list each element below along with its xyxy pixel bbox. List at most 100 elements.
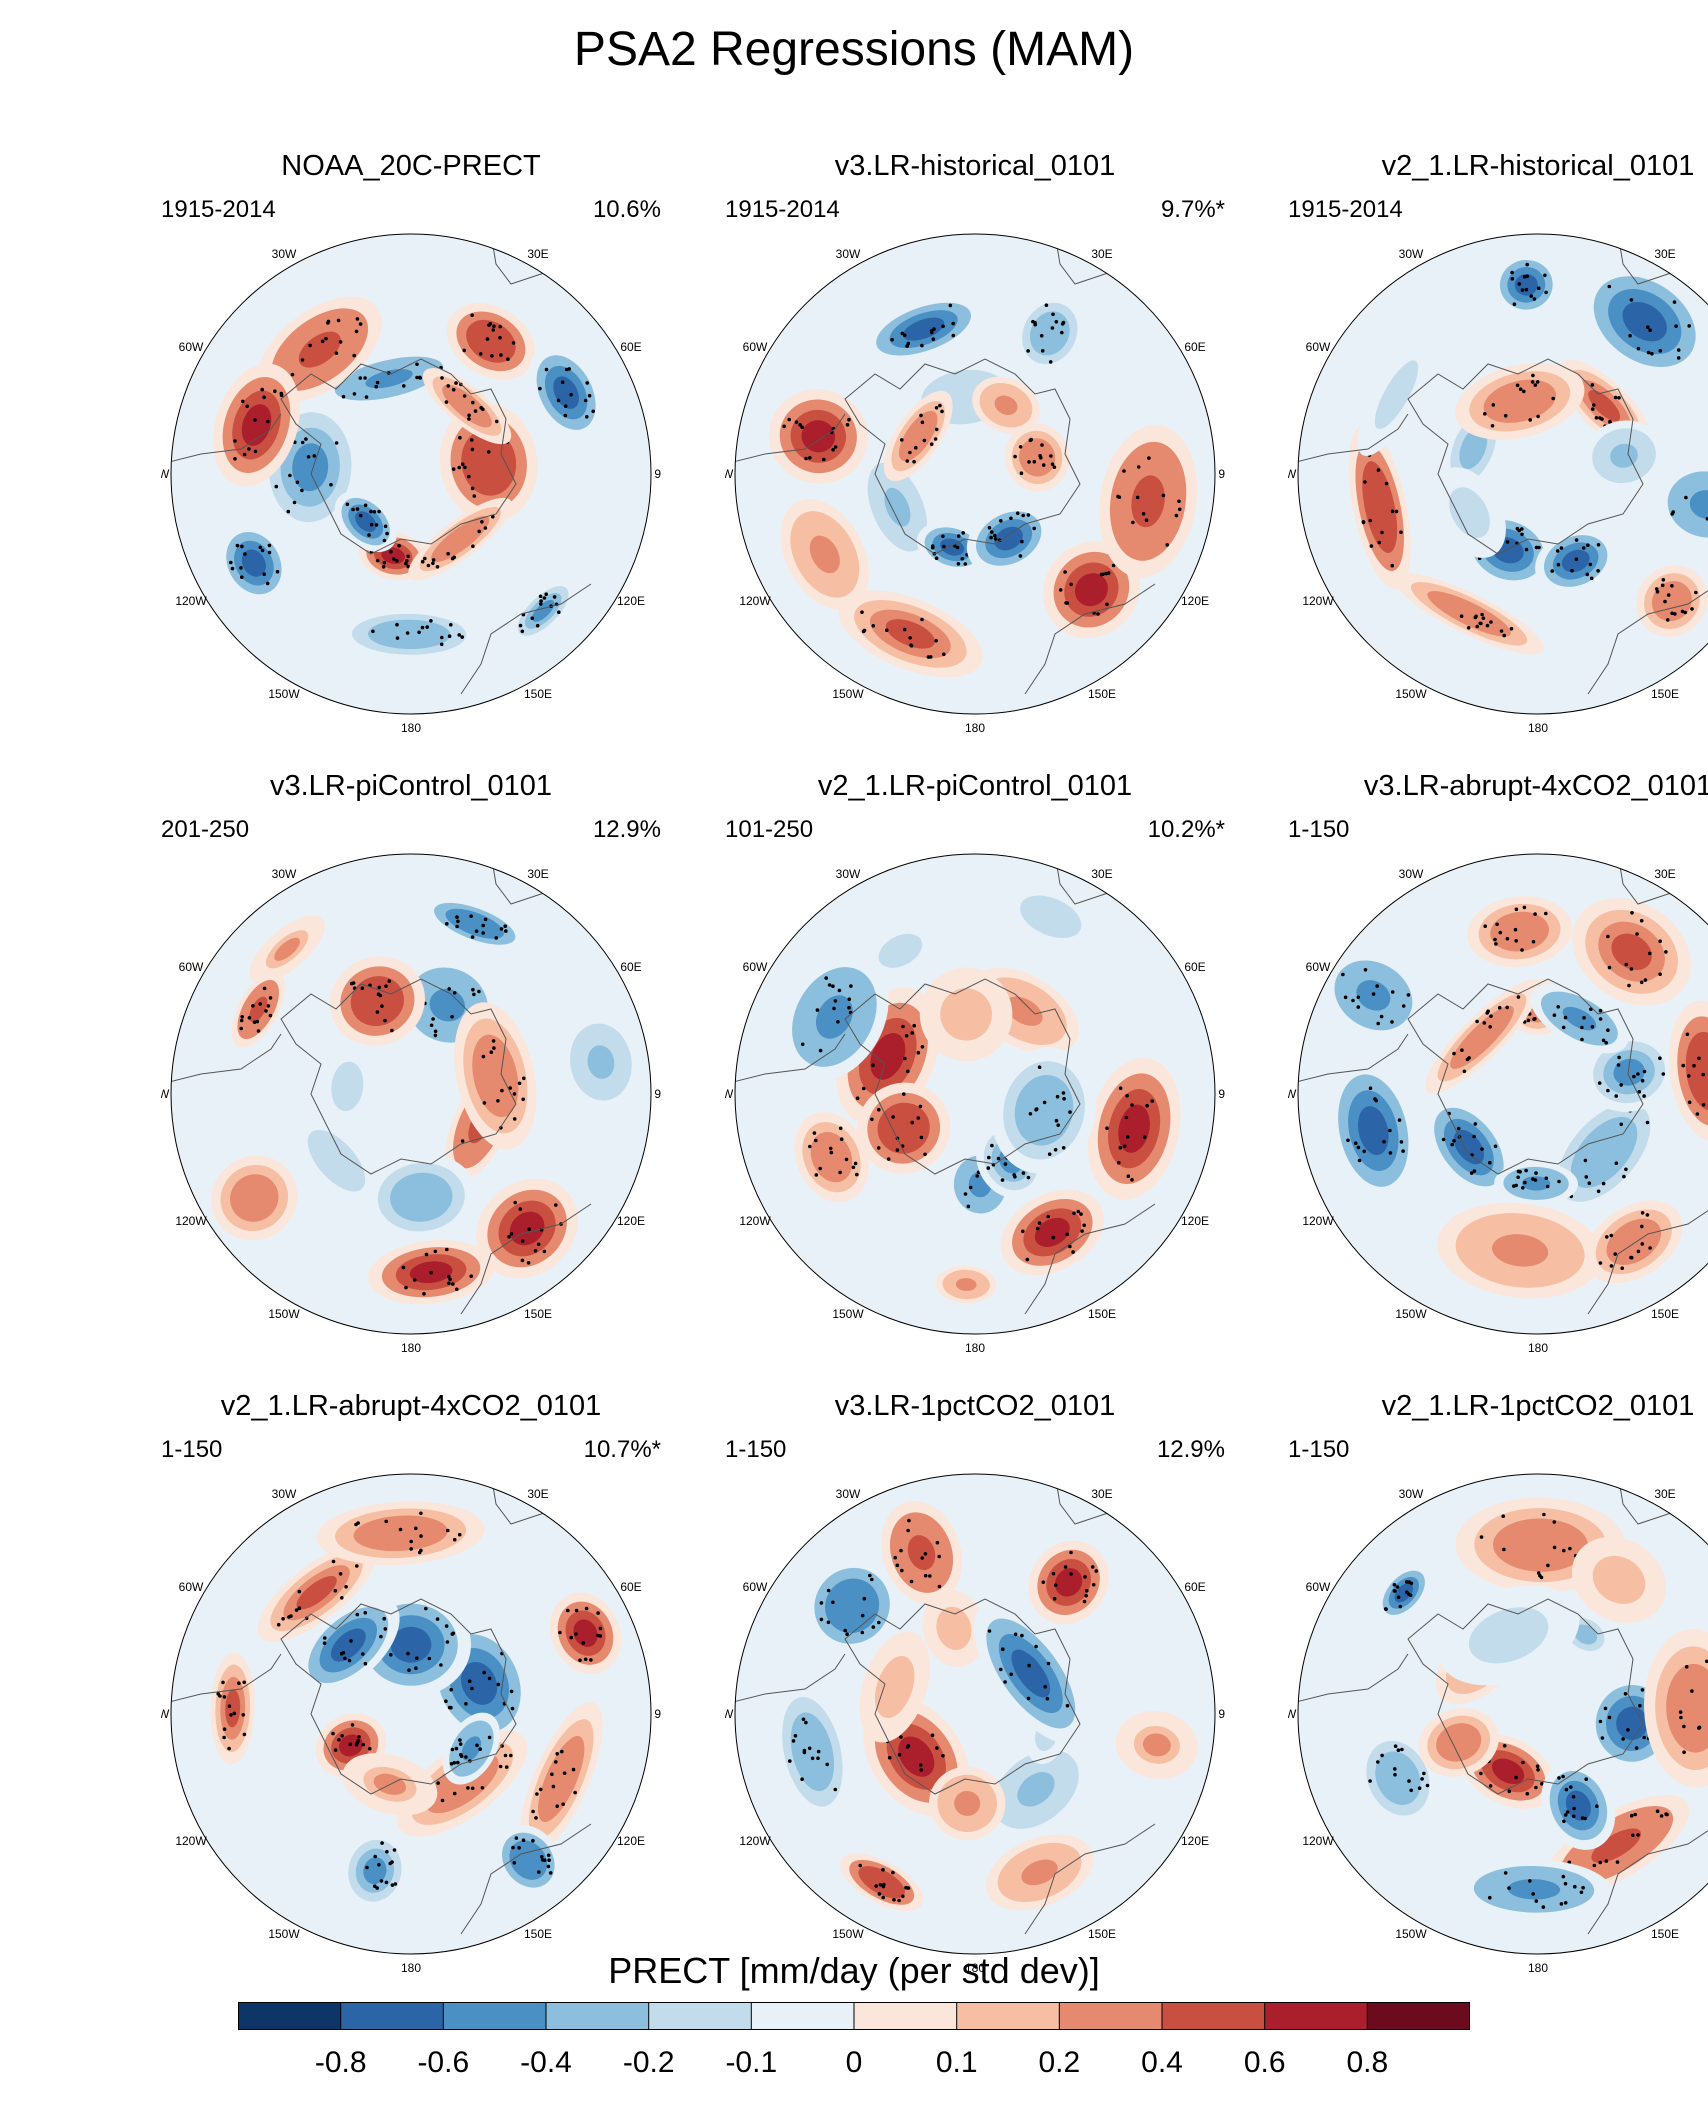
longitude-label: 150E [524,1307,552,1321]
longitude-label: 120E [617,1834,645,1848]
longitude-label: 180 [965,1341,985,1354]
longitude-label: 90W [725,467,734,481]
longitude-label: 60E [620,1580,641,1594]
polar-map: 030E60E90E120E150E180150W120W90W60W30W [725,1464,1225,1974]
longitude-label: 120W [1302,594,1334,608]
longitude-label: 120W [739,1834,771,1848]
polar-map: 030E60E90E120E150E180150W120W90W60W30W [161,224,661,734]
longitude-label: 180 [1528,721,1548,734]
colorbar-segment [340,2002,444,2030]
longitude-label: 120W [739,594,771,608]
colorbar-title: PRECT [mm/day (per std dev)] [608,1950,1100,1991]
map-panel: v3.LR-abrupt-4xCO2_01011-15012.4%*030E60… [1258,770,1708,1370]
map-panel: v2_1.LR-abrupt-4xCO2_0101 1-150 10.7%* 0 30E… [131,1390,691,1990]
panel-period: 1915-2014 [1288,196,1403,223]
longitude-label: 150W [832,687,864,701]
longitude-label: 30E [1091,247,1112,261]
colorbar-segment [854,2002,958,2030]
colorbar-segment [443,2002,547,2030]
polar-map: 030E60E90E120E150E180150W120W90W60W30W [1288,1464,1708,1974]
longitude-label: 30E [1654,867,1675,881]
longitude-label: 90W [725,1087,734,1101]
panel-percent: 10.6% [592,196,661,223]
longitude-label: 0 [1535,844,1542,847]
longitude-label: 150W [268,687,300,701]
colorbar-segment [648,2002,752,2030]
colorbar-segment [751,2002,855,2030]
longitude-label: 120W [175,1214,207,1228]
colorbar-tick-label: 0.8 [1346,2046,1388,2079]
longitude-label: 90W [161,467,170,481]
longitude-label: 150W [268,1307,300,1321]
longitude-label: 90W [1288,1707,1297,1721]
longitude-label: 30W [836,1487,861,1501]
longitude-label: 120E [617,1214,645,1228]
polar-map: 030E60E90E120E150E180150W120W90W60W30W [161,844,661,1354]
colorbar-segment [546,2002,650,2030]
colorbar-tick-label: 0.4 [1141,2046,1183,2079]
colorbar-tick-label: 0.2 [1038,2046,1080,2079]
longitude-label: 60W [743,1580,768,1594]
map-panel: v3.LR-1pctCO2_0101 1-150 12.9% 0 30E 60E 90E 12… [695,1390,1255,1990]
map-panel: v2_1.LR-historical_01011915-20149.8%*030… [1258,150,1708,750]
panel-title: v3.LR-historical_0101 [834,150,1116,182]
longitude-label: 150E [1651,687,1679,701]
longitude-label: 30W [272,247,297,261]
longitude-label: 30W [272,1487,297,1501]
longitude-label: 30E [1091,1487,1112,1501]
longitude-label: 60W [1306,1580,1331,1594]
longitude-label: 30W [836,247,861,261]
longitude-label: 30W [836,867,861,881]
longitude-label: 120W [175,1834,207,1848]
panel-title: v3.LR-abrupt-4xCO2_0101 [1363,770,1708,802]
longitude-label: 150W [1395,1927,1427,1941]
polar-map: 030E60E90E120E150E180150W120W90W60W30W [725,224,1225,734]
longitude-label: 90W [725,1707,734,1721]
colorbar-segment [1162,2002,1266,2030]
longitude-label: 150W [832,1927,864,1941]
map-panel: v2_1.LR-1pctCO2_01011-15012.4%*030E60E90… [1258,1390,1708,1990]
longitude-label: 120W [175,594,207,608]
colorbar-tick-label: -0.2 [623,2046,675,2079]
panel-period: 1-150 [1288,816,1350,843]
longitude-label: 60W [743,960,768,974]
panel-title: v2_1.LR-piControl_0101 [817,770,1133,802]
map-panel: v3.LR-historical_0101 1915-2014 9.7%* 0 30E 6… [695,150,1255,750]
colorbar-segment [1264,2002,1368,2030]
longitude-label: 0 [1535,224,1542,227]
longitude-label: 0 [408,224,415,227]
longitude-label: 90W [1288,1087,1297,1101]
panel-period: 1-150 [1288,1436,1350,1463]
figure-title: PSA2 Regressions (MAM) [573,23,1135,76]
longitude-label: 30E [1654,1487,1675,1501]
longitude-label: 30W [1399,247,1424,261]
longitude-label: 30E [527,867,548,881]
panel-percent: 12.9% [592,816,661,843]
colorbar-segment [1059,2002,1163,2030]
panel-percent: 10.7%* [583,1436,661,1463]
colorbar-tick-label: -0.8 [315,2046,367,2079]
panel-period: 1-150 [161,1436,223,1463]
longitude-label: 150E [524,1927,552,1941]
longitude-label: 30E [527,1487,548,1501]
longitude-label: 150E [1088,1307,1116,1321]
polar-map: 030E60E90E120E150E180150W120W90W60W30W [1288,844,1708,1354]
longitude-label: 60E [1184,1580,1205,1594]
longitude-label: 120E [1181,1214,1209,1228]
longitude-label: 90W [161,1087,170,1101]
colorbar-tick-label: 0.1 [936,2046,978,2079]
longitude-label: 150E [1088,687,1116,701]
map-panel: v3.LR-piControl_0101 201-250 12.9% 0 30E 60E 9… [131,770,691,1370]
panel-percent: 10.2%* [1147,816,1225,843]
longitude-label: 60W [1306,960,1331,974]
longitude-label: 180 [965,1961,985,1974]
longitude-label: 150W [1395,687,1427,701]
longitude-label: 150W [832,1307,864,1321]
longitude-label: 60W [743,340,768,354]
colorbar-segment [1367,2002,1470,2030]
longitude-label: 120W [739,1214,771,1228]
longitude-label: 120W [1302,1834,1334,1848]
polar-map: 030E60E90E120E150E180150W120W90W60W30W [161,1464,661,1974]
longitude-label: 150W [1395,1307,1427,1321]
